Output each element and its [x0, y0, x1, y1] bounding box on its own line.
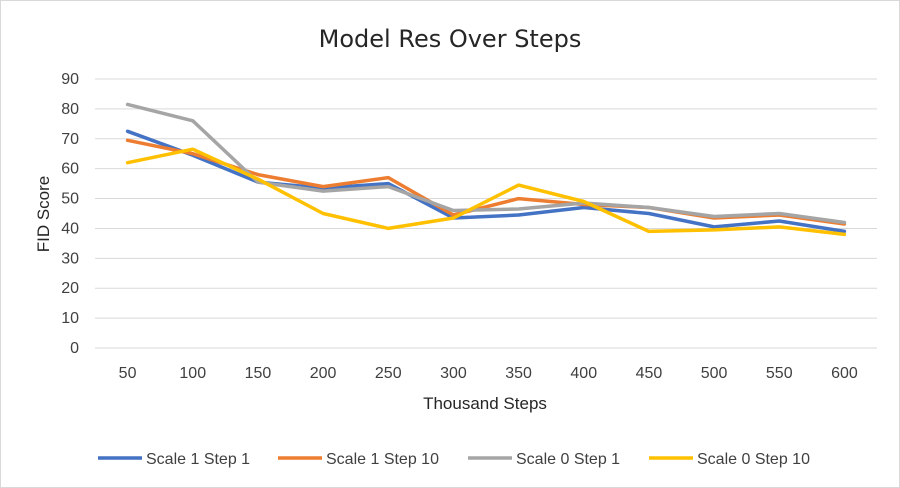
- series-line-3: [125, 102, 847, 225]
- y-tick-label: 40: [61, 220, 79, 237]
- series-lines: [125, 102, 847, 237]
- x-tick-label: 350: [505, 365, 532, 382]
- x-tick-label: 300: [440, 365, 467, 382]
- y-tick-label: 0: [70, 340, 79, 357]
- y-tick-label: 20: [61, 280, 79, 297]
- y-tick-label: 30: [61, 250, 79, 267]
- x-axis-label: Thousand Steps: [423, 394, 547, 413]
- x-tick-label: 50: [119, 365, 137, 382]
- series-line-1: [125, 129, 847, 234]
- y-tick-label: 10: [61, 310, 79, 327]
- legend-label: Scale 1 Step 10: [326, 451, 439, 468]
- x-tick-label: 450: [636, 365, 663, 382]
- series-line-4: [125, 147, 847, 237]
- x-tick-label: 500: [701, 365, 728, 382]
- x-tick-label: 200: [310, 365, 337, 382]
- x-tick-label: 550: [766, 365, 793, 382]
- chart-title: Model Res Over Steps: [319, 25, 582, 53]
- x-tick-label: 150: [245, 365, 272, 382]
- x-tick-label: 400: [570, 365, 597, 382]
- legend-label: Scale 1 Step 1: [146, 451, 250, 468]
- y-tick-label: 80: [61, 101, 79, 118]
- y-axis-ticks: 0 10 20 30 40 50 60 70 80 90: [61, 71, 79, 357]
- y-axis-label: FID Score: [34, 176, 53, 253]
- legend-label: Scale 0 Step 10: [697, 451, 810, 468]
- legend: Scale 1 Step 1 Scale 1 Step 10 Scale 0 Ste…: [98, 451, 810, 468]
- y-tick-label: 70: [61, 131, 79, 148]
- y-tick-label: 90: [61, 71, 79, 88]
- legend-label: Scale 0 Step 1: [516, 451, 620, 468]
- y-tick-label: 50: [61, 191, 79, 208]
- x-tick-label: 100: [179, 365, 206, 382]
- y-tick-label: 60: [61, 161, 79, 178]
- x-tick-label: 600: [831, 365, 858, 382]
- x-axis-ticks: 50 100 150 200 250 300 350 400 450 500 550 600: [119, 365, 858, 382]
- x-tick-label: 250: [375, 365, 402, 382]
